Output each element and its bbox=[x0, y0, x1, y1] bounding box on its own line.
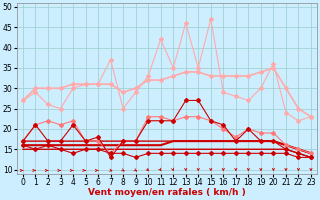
X-axis label: Vent moyen/en rafales ( km/h ): Vent moyen/en rafales ( km/h ) bbox=[88, 188, 246, 197]
